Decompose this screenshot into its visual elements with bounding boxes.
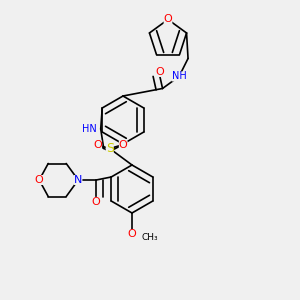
Text: O: O xyxy=(92,197,100,207)
Text: O: O xyxy=(119,140,128,151)
Text: NH: NH xyxy=(172,71,186,82)
Text: O: O xyxy=(155,67,164,77)
Text: N: N xyxy=(74,175,82,185)
Text: O: O xyxy=(35,175,44,185)
Text: HN: HN xyxy=(82,124,97,134)
Text: CH₃: CH₃ xyxy=(141,232,158,242)
Text: S: S xyxy=(106,142,114,155)
Text: O: O xyxy=(93,140,102,151)
Text: O: O xyxy=(164,14,172,25)
Text: O: O xyxy=(128,229,136,239)
